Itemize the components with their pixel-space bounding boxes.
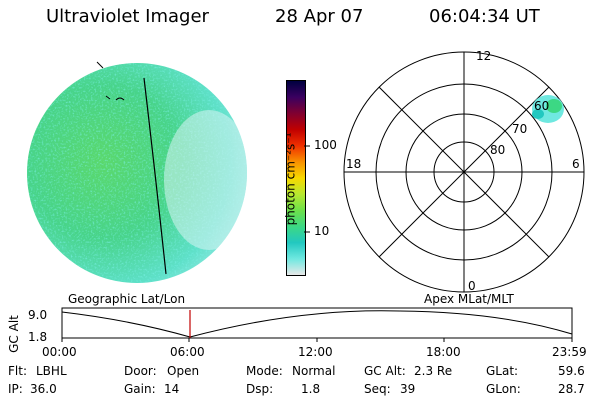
time-label: 06:04:34 UT [429, 6, 540, 27]
date-label: 28 Apr 07 [275, 6, 364, 27]
uv-image-globe [27, 61, 247, 283]
lat-label-60: 60 [534, 99, 549, 113]
gain-value: 14 [164, 382, 180, 396]
mode-value: Normal [292, 364, 336, 378]
timeline-right-title: Apex MLat/MLT [424, 292, 514, 306]
mlt-label-0: 0 [468, 279, 476, 293]
filter-value: LBHL [36, 364, 67, 378]
ip-value: 36.0 [30, 382, 57, 396]
aurora-patch [532, 95, 564, 123]
gain-label: Gain: [124, 382, 156, 396]
x-tick-0600: 06:00 [170, 345, 205, 359]
mlt-line-diag-2 [378, 86, 550, 258]
mlt-label-12: 12 [476, 49, 491, 63]
x-tick-2359: 23:59 [552, 345, 587, 359]
polar-plot: 12 18 6 0 60 70 80 [343, 49, 585, 293]
timeline-frame [61, 307, 573, 339]
terminator-line [143, 77, 167, 275]
glat-value: 59.6 [558, 364, 585, 378]
globe-disk [27, 63, 247, 283]
filter-label: Flt: [8, 364, 27, 378]
timeline-left-title: Geographic Lat/Lon [68, 292, 185, 306]
colorbar-ticks [304, 145, 310, 233]
glon-label: GLon: [486, 382, 521, 396]
mlt-label-6: 6 [572, 157, 580, 171]
dsp-value: 1.8 [301, 382, 321, 396]
timeline-y-tick-max: 9.0 [28, 308, 47, 322]
coastline-mark [96, 61, 104, 69]
gcalt-value: 2.3 Re [414, 364, 453, 378]
door-label: Door: [124, 364, 157, 378]
door-value: Open [167, 364, 200, 378]
coastline-mark [105, 95, 125, 101]
colorbar-strip [286, 80, 306, 276]
x-tick-0000: 00:00 [42, 345, 77, 359]
mlt-label-18: 18 [346, 157, 361, 171]
x-tick-1200: 12:00 [298, 345, 333, 359]
gcalt-label: GC Alt: [364, 364, 406, 378]
mode-label: Mode: [246, 364, 283, 378]
altitude-timeline: Geographic Lat/Lon Apex MLat/MLT GC Alt … [7, 292, 587, 359]
colorbar-unit-label: photon cm⁻²s⁻¹ [283, 132, 298, 226]
lat-label-70: 70 [512, 122, 527, 136]
dsp-label: Dsp: [246, 382, 274, 396]
timeline-y-tick-min: 1.8 [28, 330, 47, 344]
altitude-curve [61, 310, 573, 338]
seq-label: Seq: [364, 382, 391, 396]
x-tick-1800: 18:00 [426, 345, 461, 359]
ip-label: IP: [8, 382, 23, 396]
lat-label-80: 80 [490, 143, 505, 157]
seq-value: 39 [400, 382, 416, 396]
glon-value: 28.7 [558, 382, 585, 396]
instrument-title: Ultraviolet Imager [46, 6, 209, 27]
glat-label: GLat: [486, 364, 519, 378]
colorbar-tick-10: 10 [314, 224, 330, 238]
colorbar-tick-100: 100 [314, 138, 337, 152]
timeline-y-axis-label: GC Alt [7, 315, 21, 353]
